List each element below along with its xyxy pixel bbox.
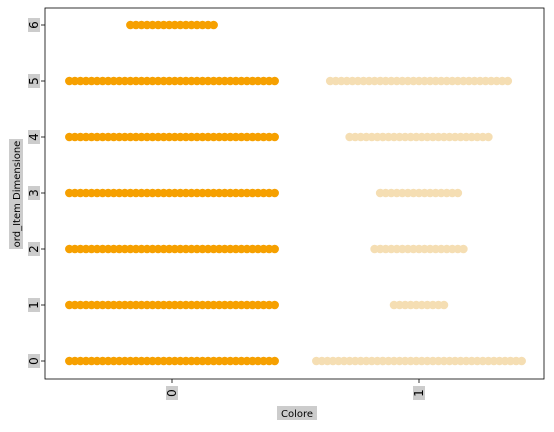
y-axis-title-bg xyxy=(9,139,23,249)
data-point xyxy=(270,132,279,142)
y-tick-label: 3 xyxy=(27,189,41,197)
data-point xyxy=(439,300,449,310)
y-tick-label-bg xyxy=(28,18,40,32)
data-point xyxy=(209,20,218,30)
y-tick-label: 2 xyxy=(27,245,41,253)
y-tick-label: 6 xyxy=(27,21,41,29)
x-tick-label: 1 xyxy=(412,389,426,397)
y-tick-label-bg xyxy=(28,242,40,256)
data-point xyxy=(270,244,279,254)
y-tick-label: 1 xyxy=(27,301,41,309)
data-point xyxy=(270,188,279,198)
data-point xyxy=(270,76,279,86)
x-tick-label-bg xyxy=(166,386,178,400)
x-axis-title-bg xyxy=(277,406,317,420)
x-tick-label: 0 xyxy=(165,389,179,397)
x-tick-label-bg xyxy=(413,386,425,400)
y-tick-label: 4 xyxy=(27,133,41,141)
data-point xyxy=(453,188,463,198)
data-point xyxy=(270,300,279,310)
data-point xyxy=(459,244,468,254)
y-tick-label-bg xyxy=(28,298,40,312)
y-axis-title: ord_Item Dimensione xyxy=(12,141,23,248)
y-tick-label: 5 xyxy=(27,77,41,85)
y-tick-label-bg xyxy=(28,354,40,368)
data-point xyxy=(270,356,279,366)
y-tick-label-bg xyxy=(28,186,40,200)
y-tick-label-bg xyxy=(28,74,40,88)
x-axis-title: Colore xyxy=(281,409,313,420)
data-point xyxy=(484,132,493,142)
y-axis-ticks: 0 1 2 3 4 5 6 xyxy=(27,18,45,368)
data-point xyxy=(503,76,513,86)
data-point xyxy=(517,356,526,366)
y-tick-label: 0 xyxy=(27,357,41,365)
y-tick-label-bg xyxy=(28,130,40,144)
data-points xyxy=(65,20,526,366)
